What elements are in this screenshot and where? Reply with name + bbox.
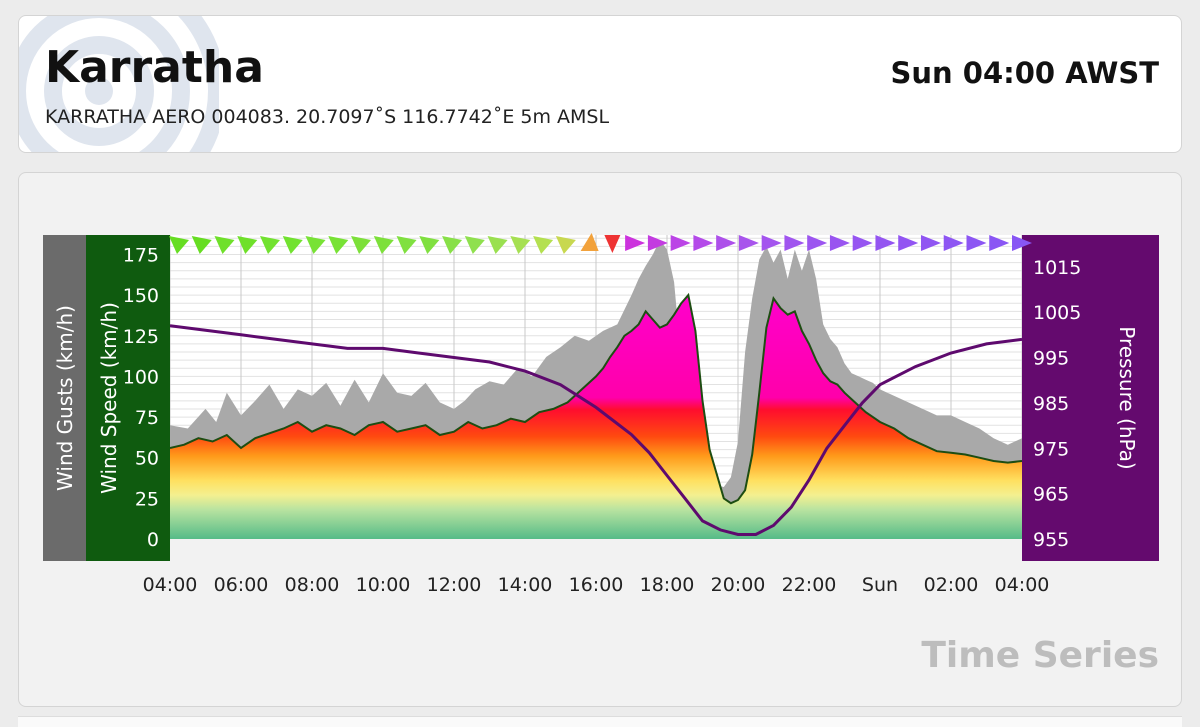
x-axis-tick-label: 04:00 (995, 574, 1050, 596)
wind-direction-arrow (191, 236, 212, 254)
gust-axis-band (43, 235, 86, 561)
wind-axis-title: Wind Speed (km/h) (97, 302, 121, 494)
left-axis-tick-label: 150 (123, 285, 159, 307)
right-axis-tick-label: 985 (1033, 393, 1069, 415)
wind-direction-arrow (510, 236, 531, 254)
x-axis-tick-label: 06:00 (214, 574, 269, 596)
wind-direction-arrow (966, 235, 987, 251)
wind-direction-arrow (647, 235, 668, 251)
wind-direction-arrow (920, 235, 941, 251)
right-axis-tick-label: 955 (1033, 529, 1069, 551)
wind-direction-arrow (305, 236, 326, 254)
left-axis-tick-label: 0 (147, 529, 159, 551)
wind-direction-arrow (260, 236, 281, 254)
x-axis-tick-label: 20:00 (711, 574, 766, 596)
wind-direction-arrow (533, 236, 554, 254)
left-axis-tick-label: 125 (123, 326, 159, 348)
wind-direction-arrow (693, 235, 714, 251)
wind-direction-arrow (807, 235, 828, 251)
wind-direction-arrow (555, 236, 576, 254)
pressure-axis-band (1022, 235, 1159, 561)
left-axis-tick-label: 100 (123, 366, 159, 388)
x-axis-tick-label: 18:00 (640, 574, 695, 596)
pressure-axis-title: Pressure (hPa) (1115, 326, 1139, 469)
wind-direction-arrow (1012, 235, 1032, 251)
wind-direction-arrow (487, 236, 508, 254)
time-series-panel: 0 25 50 75 100 125 150 175 955 965 975 985 995 1005 1… (18, 172, 1182, 707)
wind-direction-arrow (943, 235, 964, 251)
x-axis-tick-label: 08:00 (285, 574, 340, 596)
wind-direction-arrow (716, 235, 737, 251)
series-pressure-line (170, 324, 1022, 536)
wind-direction-arrow (328, 236, 349, 254)
wind-direction-arrow (875, 235, 896, 251)
wind-direction-arrow (604, 235, 621, 253)
right-axis-tick-label: 1005 (1033, 302, 1081, 324)
wind-pressure-chart: 0 25 50 75 100 125 150 175 955 965 975 985 995 1005 1… (43, 233, 1159, 596)
wind-direction-arrow (373, 236, 394, 254)
right-axis-tick-label: 995 (1033, 348, 1069, 370)
wind-axis-band (86, 235, 170, 561)
wind-direction-arrow (351, 236, 372, 254)
wind-direction-arrow (670, 235, 691, 251)
wind-direction-arrow (169, 236, 189, 254)
x-axis-tick-label: Sun (862, 574, 898, 596)
wind-direction-arrow (442, 236, 463, 254)
wind-direction-arrow (237, 236, 258, 254)
wind-direction-arrow (580, 233, 599, 251)
gust-axis-title: Wind Gusts (km/h) (53, 305, 77, 491)
wind-direction-arrow (738, 235, 759, 251)
series-wind-speed-line (170, 292, 1022, 505)
x-axis-tick-label: 10:00 (356, 574, 411, 596)
right-axis-tick-label: 975 (1033, 438, 1069, 460)
wind-direction-arrow (989, 235, 1010, 251)
station-name: Karratha (45, 42, 264, 93)
next-panel-edge (18, 716, 1182, 727)
wind-direction-arrow (214, 236, 235, 254)
bullseye-logo (19, 16, 219, 152)
x-axis-tick-label: 22:00 (782, 574, 837, 596)
left-axis-tick-label: 25 (135, 488, 159, 510)
x-axis-tick-label: 14:00 (498, 574, 553, 596)
wind-direction-arrow (282, 236, 303, 254)
left-axis-tick-label: 75 (135, 407, 159, 429)
wind-direction-arrow (419, 236, 440, 254)
x-axis-tick-label: 16:00 (569, 574, 624, 596)
wind-direction-arrow (464, 236, 485, 254)
wind-direction-arrow (625, 235, 646, 251)
x-axis-tick-label: 04:00 (143, 574, 198, 596)
wind-direction-arrow (396, 236, 417, 254)
wind-direction-arrow (898, 235, 919, 251)
right-axis-tick-label: 1015 (1033, 257, 1081, 279)
wind-direction-arrow (784, 235, 805, 251)
left-axis-tick-label: 175 (123, 245, 159, 267)
wind-direction-arrow (852, 235, 873, 251)
x-axis-tick-label: 12:00 (427, 574, 482, 596)
right-axis-tick-label: 965 (1033, 484, 1069, 506)
station-details: KARRATHA AERO 004083. 20.7097˚S 116.7742… (45, 106, 610, 128)
panel-footer: Time Series (921, 635, 1159, 676)
left-axis-tick-label: 50 (135, 448, 159, 470)
x-axis-tick-label: 02:00 (924, 574, 979, 596)
observation-time: Sun 04:00 AWST (890, 56, 1159, 90)
wind-direction-arrow (829, 235, 850, 251)
station-header: Karratha KARRATHA AERO 004083. 20.7097˚S… (18, 15, 1182, 153)
wind-direction-arrow (761, 235, 782, 251)
